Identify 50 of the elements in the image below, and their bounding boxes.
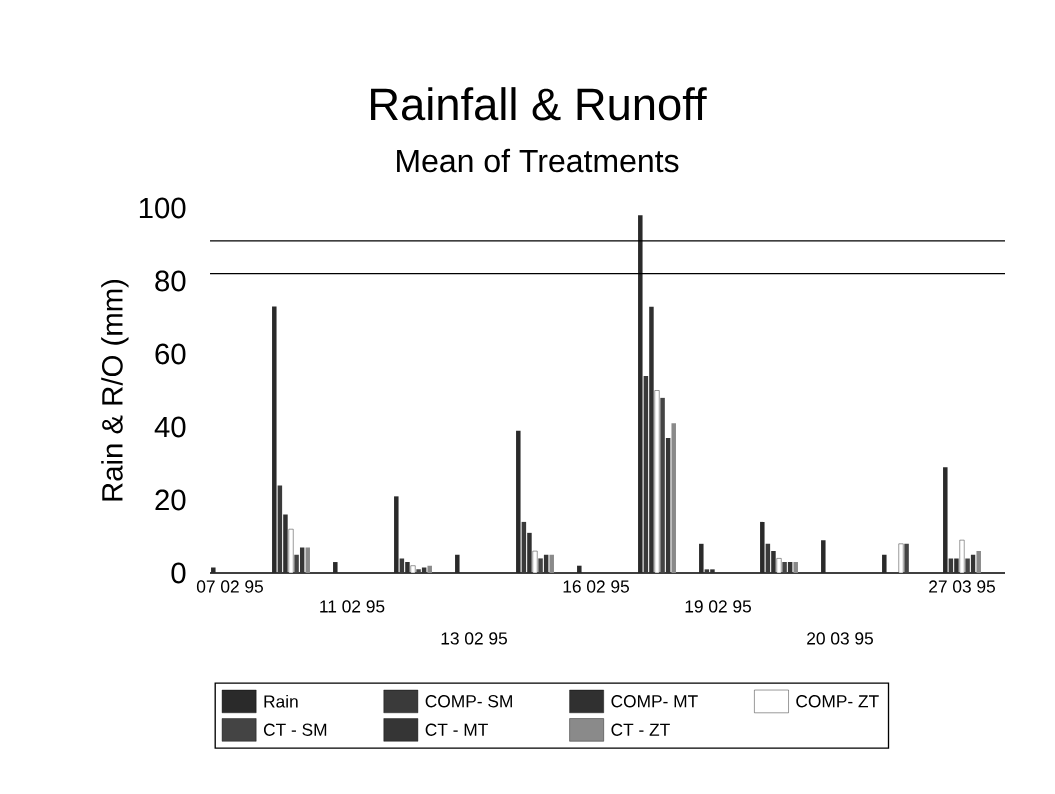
bar	[638, 215, 643, 573]
bar	[699, 543, 704, 573]
legend-label: CT - ZT	[611, 723, 670, 736]
chart-title: Rainfall & Runoff	[371, 87, 707, 121]
bar	[782, 562, 787, 573]
legend-label: CT - MT	[425, 723, 488, 736]
y-tick-label: 20	[155, 489, 186, 511]
x-tick-label: 27 03 95	[929, 580, 995, 593]
bar	[305, 547, 310, 573]
bar	[793, 562, 798, 573]
x-tick-label: 20 03 95	[807, 632, 873, 645]
y-tick-label: 40	[154, 416, 186, 438]
y-tick-label: 100	[139, 197, 186, 219]
bar	[455, 554, 460, 573]
x-tick-label: 19 02 95	[685, 600, 751, 613]
bar	[538, 558, 543, 573]
x-tick-label: 11 02 95	[320, 600, 385, 613]
x-tick-label: 16 02 95	[563, 580, 629, 593]
bar	[211, 567, 216, 573]
bar	[660, 397, 665, 573]
legend-label: Rain	[264, 694, 298, 708]
legend-label: COMP- MT	[611, 695, 698, 708]
x-tick-label: 07 02 95	[196, 580, 263, 593]
bar	[904, 543, 909, 573]
y-axis-title: Rain & R/O (mm)	[101, 279, 129, 501]
bar	[671, 423, 676, 573]
bar	[943, 467, 948, 573]
bar	[427, 565, 432, 573]
bar	[299, 547, 305, 573]
legend-label: CT - SM	[263, 723, 327, 736]
bar	[516, 430, 521, 573]
bar	[394, 496, 399, 573]
bar	[965, 558, 970, 573]
bar	[577, 565, 582, 573]
bar	[760, 521, 765, 573]
chart-subtitle: Mean of Treatments	[397, 148, 679, 173]
bar	[821, 540, 826, 573]
x-tick-label: 13 02 95	[441, 632, 507, 645]
bar	[333, 562, 338, 573]
y-tick-label: 80	[155, 270, 186, 292]
bar	[294, 554, 299, 573]
y-tick-label: 0	[171, 562, 186, 584]
y-tick-label: 60	[155, 343, 186, 365]
legend-label: COMP- SM	[425, 695, 512, 708]
bar	[882, 554, 887, 573]
bar	[549, 554, 554, 573]
bar	[272, 306, 277, 573]
legend-label: COMP- ZT	[796, 695, 879, 708]
bar	[416, 569, 421, 573]
bar	[787, 562, 793, 573]
